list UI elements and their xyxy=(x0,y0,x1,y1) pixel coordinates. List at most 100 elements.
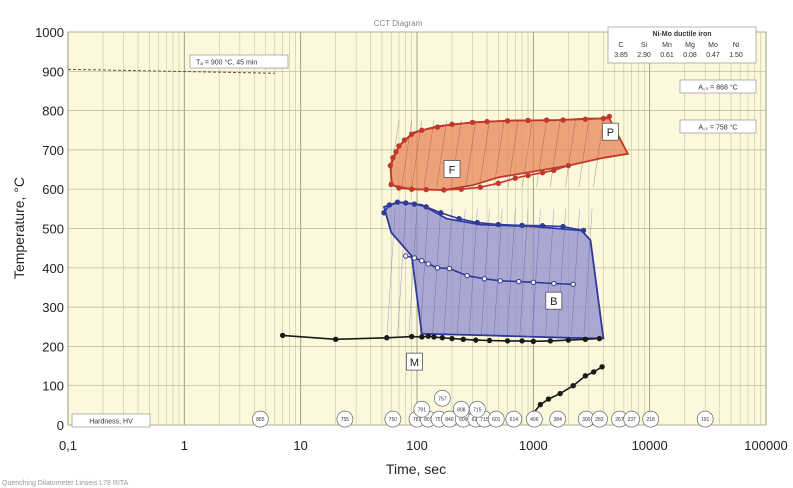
region-label-box xyxy=(443,160,461,178)
ac1-label: A꜀₁ = 758 °C xyxy=(679,119,757,134)
hatch-line xyxy=(578,120,590,188)
data-point xyxy=(438,210,444,216)
hardness-marker xyxy=(696,410,714,428)
hardness-markers: 865 755 750 781 801 757 840 609 625 715 601 614 406 3… xyxy=(251,389,714,428)
data-point xyxy=(449,121,455,128)
region-label-f: F xyxy=(449,165,456,177)
data-point xyxy=(403,200,409,206)
data-point xyxy=(606,113,613,120)
data-point xyxy=(582,373,589,379)
hardness-value: 715 xyxy=(473,407,482,413)
data-point xyxy=(411,255,418,261)
hatch-line xyxy=(593,120,604,188)
hatch-line xyxy=(386,208,396,336)
data-point xyxy=(423,186,429,193)
hatch-line xyxy=(565,120,576,188)
data-point xyxy=(525,172,531,179)
hatch-line xyxy=(436,120,447,188)
hatch-line xyxy=(397,208,406,336)
data-point xyxy=(495,180,502,187)
hatch-line xyxy=(408,208,418,336)
hardness-value: 300 xyxy=(582,417,591,423)
hardness-value: 601 xyxy=(492,417,501,423)
hatch-line xyxy=(506,208,516,336)
data-point xyxy=(394,199,401,205)
data-point xyxy=(408,333,415,340)
x-tick-label: 1000 xyxy=(519,438,548,453)
austenitizing-note: Tₐ = 900 °C, 45 min xyxy=(189,54,289,69)
composition-value: 0.61 xyxy=(660,52,674,59)
hardness-marker xyxy=(505,410,523,428)
data-point xyxy=(519,338,525,344)
svg-text:A꜀₃ = 868 °C: A꜀₃ = 868 °C xyxy=(698,84,737,92)
data-point xyxy=(439,335,446,341)
hardness-label: Hardness, HV xyxy=(71,413,151,428)
hatch-line xyxy=(468,208,478,336)
data-point xyxy=(403,253,409,259)
x-tick-label: 100000 xyxy=(744,438,787,453)
x-tick-label: 100 xyxy=(406,438,428,453)
hatch-line xyxy=(419,208,429,336)
data-point xyxy=(434,124,441,130)
region-label-box xyxy=(406,352,423,371)
hardness-value: 715 xyxy=(480,417,489,423)
data-point xyxy=(519,222,525,229)
data-point xyxy=(551,167,557,174)
hatch-line xyxy=(401,120,412,188)
transformation-curves: F P B M xyxy=(279,113,619,416)
data-point xyxy=(516,278,522,285)
hardness-marker xyxy=(623,410,640,428)
hatch-line xyxy=(583,208,593,336)
hatch-line xyxy=(481,208,490,336)
x-tick-label: 10 xyxy=(293,438,307,453)
data-point xyxy=(388,181,394,188)
data-point xyxy=(460,336,466,343)
hardness-value: 750 xyxy=(389,417,398,423)
data-point xyxy=(449,335,455,342)
tick-labels: 0 100 200 300 400 500 600 700 800 900 1000 0,1 1 10 10… xyxy=(35,25,788,453)
data-point xyxy=(582,116,589,122)
hardness-value: 384 xyxy=(554,417,563,423)
data-point xyxy=(484,118,490,125)
data-point xyxy=(547,338,554,344)
hatch-line xyxy=(423,120,435,188)
data-point xyxy=(419,258,425,264)
data-point xyxy=(565,337,572,343)
hatch-line xyxy=(536,120,547,188)
y-axis-label: Temperature, °C xyxy=(11,177,27,279)
composition-value: 2.90 xyxy=(637,52,651,59)
data-point xyxy=(434,265,441,271)
hardness-value: 865 xyxy=(256,417,265,423)
hatch-line xyxy=(465,120,476,188)
data-point xyxy=(497,278,503,284)
data-point xyxy=(384,335,390,341)
hardness-marker xyxy=(468,400,486,418)
data-point xyxy=(512,175,519,181)
hatch-line xyxy=(549,120,561,188)
composition-element: Mn xyxy=(662,42,672,49)
data-point xyxy=(560,117,566,123)
data-point xyxy=(486,337,493,344)
data-point xyxy=(423,204,429,210)
data-point xyxy=(545,396,552,402)
data-point xyxy=(464,272,470,279)
hardness-value: 808 xyxy=(457,407,466,413)
hardness-marker xyxy=(525,410,543,428)
data-point xyxy=(419,127,425,133)
composition-value: 0.08 xyxy=(683,52,697,59)
composition-table: Ni-Mo ductile iron C 3.85 Si 2.90 Mn 0.61 Mg 0.… xyxy=(607,26,757,64)
data-point xyxy=(565,162,572,169)
data-point xyxy=(431,334,437,340)
y-tick-label: 900 xyxy=(42,64,64,79)
hardness-marker xyxy=(642,410,660,428)
hatch-line xyxy=(388,120,400,188)
hardness-marker xyxy=(384,410,402,428)
data-point xyxy=(390,155,396,161)
hardness-value: 406 xyxy=(530,417,539,423)
y-tick-label: 700 xyxy=(42,143,64,158)
hardness-value: 781 xyxy=(413,417,422,423)
composition-element: Mg xyxy=(685,42,695,49)
data-point xyxy=(469,119,476,126)
data-point xyxy=(441,187,447,193)
y-tick-label: 200 xyxy=(42,339,64,354)
